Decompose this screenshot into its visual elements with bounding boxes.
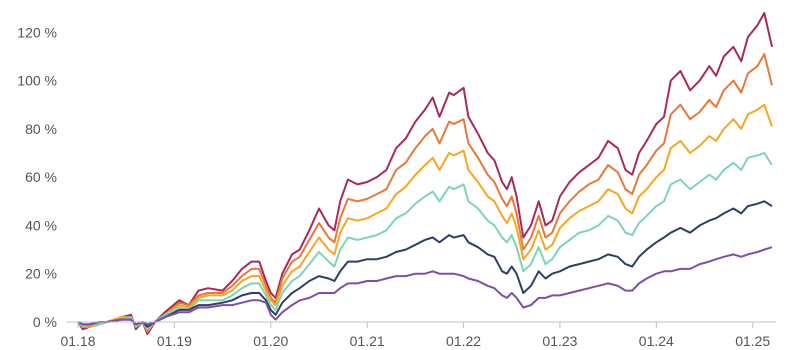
series-line-6: [77, 246, 773, 326]
series-line-2: [77, 53, 773, 333]
y-tick-label: 0 %: [33, 314, 57, 330]
x-axis: 01.18 01.19 01.20 01.21 01.22 01.23 01.24 01.25: [60, 322, 770, 349]
series-line-1: [77, 12, 773, 336]
y-tick-label: 120 %: [17, 24, 57, 40]
series-layer: [77, 12, 773, 336]
y-tick-label: 20 %: [25, 266, 57, 282]
x-tick-label: 01.22: [446, 333, 481, 349]
y-tick-label: 100 %: [17, 73, 57, 89]
series-line-3: [77, 103, 773, 331]
y-tick-label: 60 %: [25, 169, 57, 185]
x-tick-label: 01.21: [350, 333, 385, 349]
y-tick-label: 40 %: [25, 217, 57, 233]
series-line-5: [77, 200, 773, 328]
x-tick-label: 01.18: [60, 333, 95, 349]
x-tick-label: 01.20: [253, 333, 288, 349]
x-tick-label: 01.24: [639, 333, 674, 349]
y-axis: 0 % 20 % 40 % 60 % 80 % 100 % 120 %: [17, 24, 57, 330]
x-tick-label: 01.23: [542, 333, 577, 349]
x-tick-label: 01.19: [157, 333, 192, 349]
y-tick-label: 80 %: [25, 121, 57, 137]
series-line-4: [77, 152, 773, 331]
x-tick-label: 01.25: [735, 333, 770, 349]
